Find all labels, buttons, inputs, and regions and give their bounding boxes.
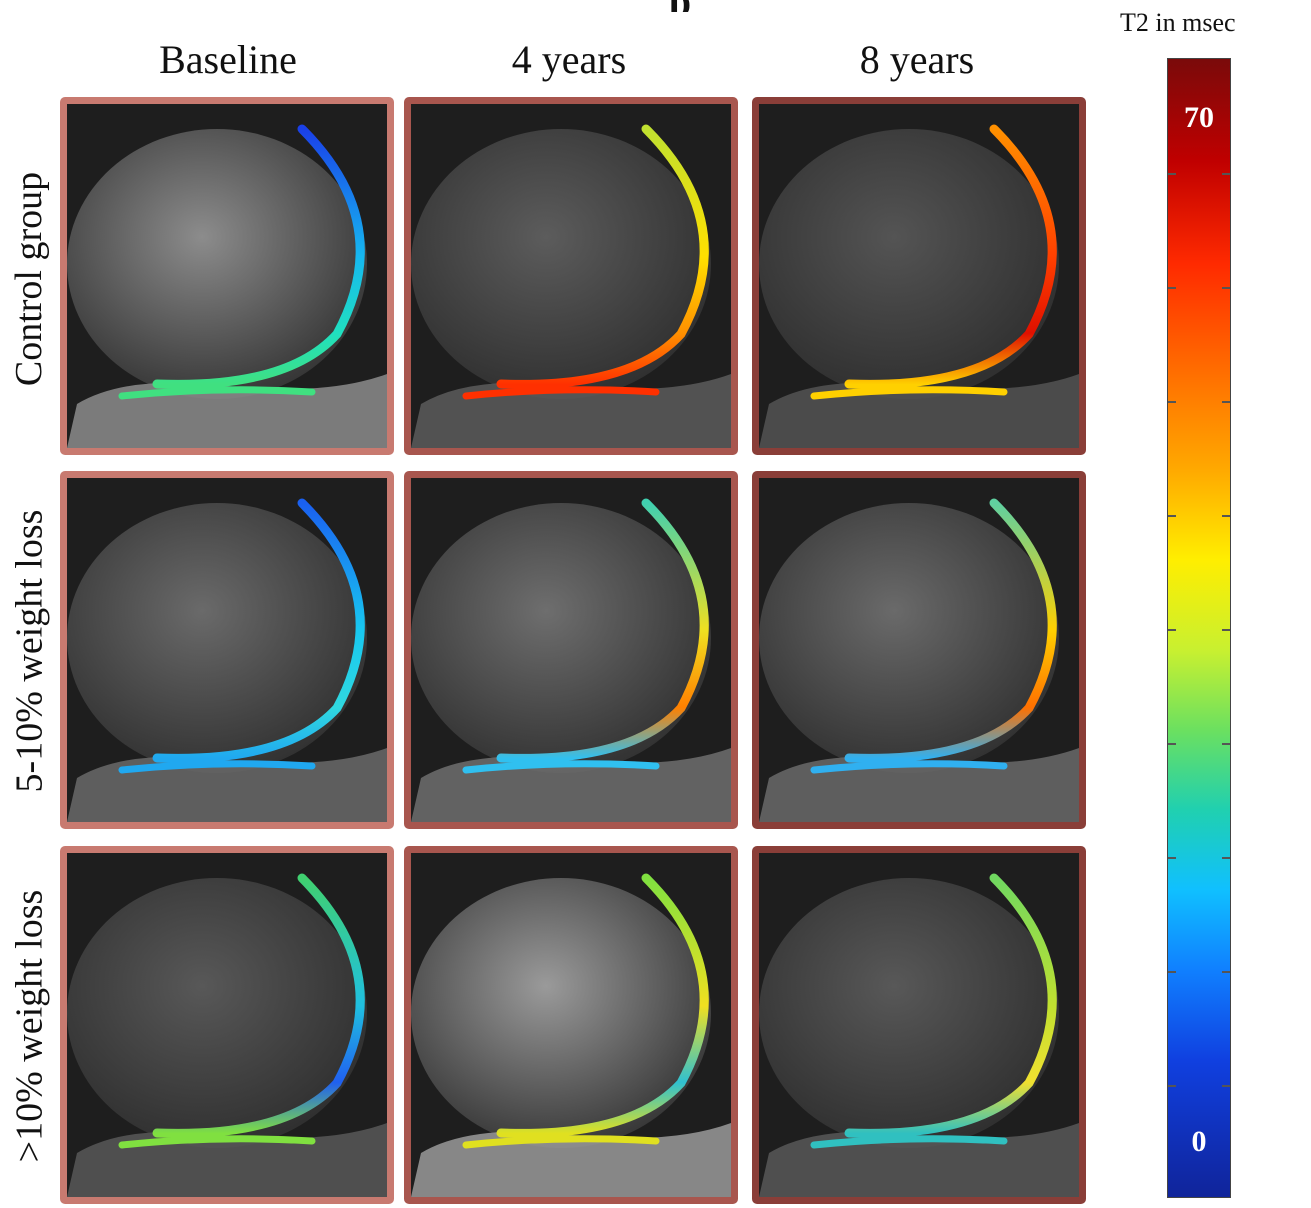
colorbar-tick: [1168, 401, 1176, 403]
t2-colorbar: 70 0: [1167, 58, 1231, 1198]
column-header-baseline: Baseline: [159, 37, 297, 82]
colorbar-tick: [1168, 629, 1176, 631]
colorbar-title: T2 in msec: [1120, 8, 1236, 37]
mri-panel-row1-col3: [752, 97, 1086, 455]
colorbar-tick: [1222, 1085, 1230, 1087]
colorbar-tick: [1222, 287, 1230, 289]
colorbar-tick: [1222, 971, 1230, 973]
row-label-over-10-weight-loss-text: >10% weight loss: [8, 889, 50, 1162]
colorbar-tick: [1168, 173, 1176, 175]
column-header-8-years: 8 years: [859, 37, 975, 82]
mri-panel-row2-col1: [60, 471, 394, 829]
colorbar-tick: [1222, 173, 1230, 175]
column-header-4-years: 4 years: [511, 37, 627, 82]
colorbar-min-label: 0: [1191, 1125, 1207, 1158]
mri-panel-row2-col2: [404, 471, 738, 829]
mri-panel-row1-col2: [404, 97, 738, 455]
colorbar-tick: [1222, 857, 1230, 859]
mri-panel-row3-col3: [752, 846, 1086, 1204]
mri-panel-row3-col2: [404, 846, 738, 1204]
colorbar-tick: [1168, 515, 1176, 517]
colorbar-tick: [1222, 743, 1230, 745]
mri-panel-row3-col1: [60, 846, 394, 1204]
colorbar-tick: [1168, 971, 1176, 973]
colorbar-tick: [1168, 287, 1176, 289]
colorbar-max-label: 70: [1184, 101, 1214, 134]
figure-title-fragment: p: [560, 0, 800, 12]
row-label-5-10-weight-loss: 5-10% weight loss: [5, 468, 53, 833]
row-label-control-group-text: Control group: [8, 171, 50, 386]
colorbar-tick: [1222, 515, 1230, 517]
colorbar-tick: [1168, 1085, 1176, 1087]
colorbar-tick: [1168, 857, 1176, 859]
colorbar-tick: [1222, 401, 1230, 403]
mri-panel-row1-col1: [60, 97, 394, 455]
row-label-5-10-weight-loss-text: 5-10% weight loss: [8, 509, 50, 792]
colorbar-tick: [1168, 743, 1176, 745]
row-label-over-10-weight-loss: >10% weight loss: [5, 843, 53, 1208]
colorbar-tick: [1222, 629, 1230, 631]
row-label-control-group: Control group: [5, 96, 53, 461]
mri-panel-row2-col3: [752, 471, 1086, 829]
